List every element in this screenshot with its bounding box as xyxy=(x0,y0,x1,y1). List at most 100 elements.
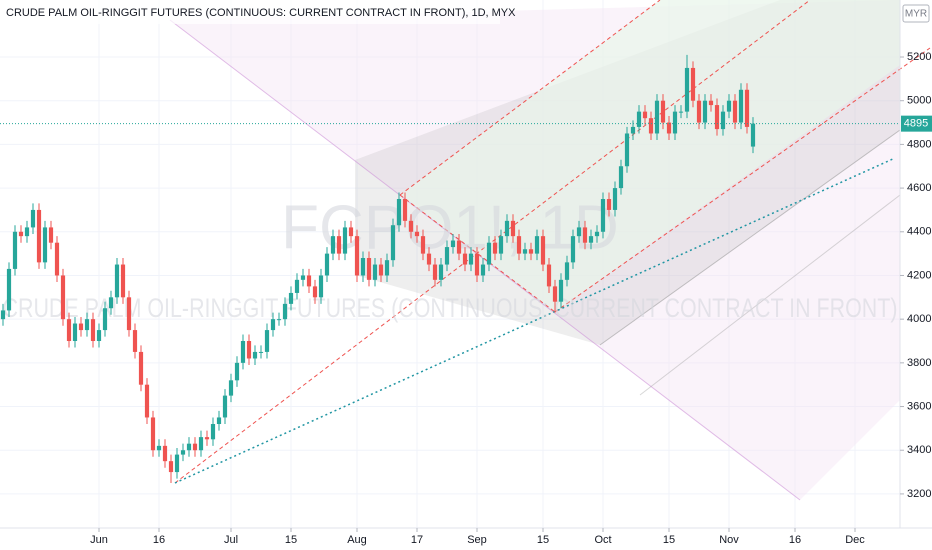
candle-body xyxy=(72,323,78,342)
currency-box[interactable] xyxy=(902,4,930,23)
candle-body xyxy=(432,264,438,280)
candle-body xyxy=(198,437,204,451)
candle-body xyxy=(738,89,744,123)
candle-body xyxy=(444,247,450,265)
candle-body xyxy=(312,286,318,298)
x-tick-label: 15 xyxy=(285,534,297,546)
candle-body xyxy=(126,297,132,331)
candle-body xyxy=(510,220,516,237)
candle-body xyxy=(666,122,672,134)
candle-body xyxy=(306,275,312,287)
candle-body xyxy=(240,341,246,363)
title-bg xyxy=(0,0,500,24)
last-price-box xyxy=(901,115,932,132)
candle-body xyxy=(696,100,702,123)
candle-body xyxy=(360,257,366,276)
y-tick-label: 5000 xyxy=(907,95,931,107)
candle-body xyxy=(90,319,96,342)
candle-body xyxy=(354,236,360,276)
candle-body xyxy=(486,242,492,265)
candle-body xyxy=(492,242,498,254)
candle-body xyxy=(588,236,594,243)
candle-body xyxy=(366,257,372,280)
candle-body xyxy=(522,249,528,254)
candle-body xyxy=(144,384,150,418)
y-tick-label: 4800 xyxy=(907,138,931,150)
candle-body xyxy=(582,227,588,243)
candle-body xyxy=(744,89,750,127)
channel-line xyxy=(599,129,901,346)
candle-body xyxy=(462,253,468,265)
candle-body xyxy=(414,231,420,237)
currency: MYR xyxy=(905,9,927,20)
candle-body xyxy=(438,264,444,280)
y-tick-label: 3200 xyxy=(907,488,931,500)
candle-body xyxy=(276,319,282,321)
chart-title: CRUDE PALM OIL-RINGGIT FUTURES (CONTINUO… xyxy=(6,7,516,19)
x-tick-label: Dec xyxy=(845,534,865,546)
candle-body xyxy=(120,264,126,298)
candle-body xyxy=(594,231,600,237)
x-tick-label: 15 xyxy=(663,534,675,546)
candle-body xyxy=(258,351,264,353)
candle-body xyxy=(330,236,336,254)
candle-body xyxy=(96,330,102,342)
candle-body xyxy=(174,454,180,473)
candle-body xyxy=(324,253,330,276)
watermark-name: CRUDE PALM OIL-RINGGIT FUTURES (CONTINUO… xyxy=(3,293,898,323)
candle-body xyxy=(162,445,168,462)
candle-body xyxy=(552,286,558,302)
candle-body xyxy=(216,417,222,425)
candles xyxy=(0,54,756,483)
candle-body xyxy=(150,417,156,451)
trend-line xyxy=(174,157,896,484)
candle-body xyxy=(396,199,402,226)
candle-body xyxy=(0,310,6,320)
candle-body xyxy=(180,450,186,455)
candle-body xyxy=(294,279,300,293)
candle-body xyxy=(558,279,564,302)
candle-body xyxy=(642,111,648,119)
candle-body xyxy=(342,227,348,254)
candle-body xyxy=(624,133,630,167)
pitchfork-line xyxy=(399,0,661,196)
candle-body xyxy=(12,231,18,269)
candle-body xyxy=(36,209,42,263)
candle-body xyxy=(132,330,138,352)
candle-body xyxy=(474,253,480,276)
candle-body xyxy=(204,437,210,440)
candle-body xyxy=(408,220,414,232)
candle-body xyxy=(252,351,258,359)
y-tick-label: 3400 xyxy=(907,444,931,456)
candle-body xyxy=(570,236,576,263)
candle-body xyxy=(336,236,342,254)
candle-body xyxy=(222,395,228,418)
candle-body xyxy=(282,303,288,320)
candle-body xyxy=(114,264,120,298)
candle-body xyxy=(660,100,666,123)
candle-body xyxy=(24,227,30,237)
candle-body xyxy=(618,166,624,189)
pitchfork-line xyxy=(399,194,556,313)
y-tick-label: 5200 xyxy=(907,51,931,63)
candle-body xyxy=(30,209,36,228)
candle-body xyxy=(318,275,324,298)
x-tick-label: Aug xyxy=(347,534,367,546)
candle-body xyxy=(534,236,540,254)
x-tick-label: Jul xyxy=(224,534,238,546)
candle-body xyxy=(300,275,306,280)
candle-body xyxy=(672,111,678,134)
y-tick-label: 3600 xyxy=(907,400,931,412)
candle-body xyxy=(516,236,522,254)
candle-body xyxy=(714,105,720,130)
fan-line xyxy=(169,19,801,501)
candle-body xyxy=(210,424,216,440)
x-tick-label: 16 xyxy=(153,534,165,546)
candle-body xyxy=(384,260,390,276)
candle-body xyxy=(576,227,582,237)
candle-body xyxy=(690,67,696,101)
y-tick-label: 4400 xyxy=(907,226,931,238)
candle-body xyxy=(78,323,84,331)
candle-body xyxy=(54,242,60,276)
candle-body xyxy=(426,253,432,265)
